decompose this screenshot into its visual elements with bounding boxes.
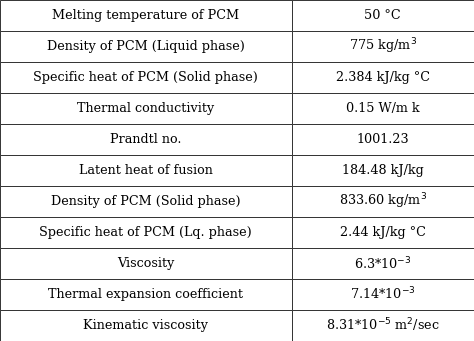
Text: Latent heat of fusion: Latent heat of fusion: [79, 164, 213, 177]
Bar: [0, 310, 292, 341]
Bar: [292, 248, 474, 279]
Text: 184.48 kJ/kg: 184.48 kJ/kg: [342, 164, 424, 177]
Bar: [0, 186, 292, 217]
Text: Specific heat of PCM (Solid phase): Specific heat of PCM (Solid phase): [33, 71, 258, 84]
Bar: [292, 186, 474, 217]
Bar: [0, 248, 292, 279]
Bar: [0, 93, 292, 124]
Text: Viscosity: Viscosity: [117, 257, 174, 270]
Text: 833.60 kg/m$^3$: 833.60 kg/m$^3$: [339, 192, 427, 211]
Bar: [0, 279, 292, 310]
Text: 2.44 kJ/kg °C: 2.44 kJ/kg °C: [340, 226, 426, 239]
Bar: [0, 124, 292, 155]
Text: 8.31*10$^{-5}$ m$^2$/sec: 8.31*10$^{-5}$ m$^2$/sec: [326, 317, 440, 334]
Bar: [292, 310, 474, 341]
Bar: [292, 279, 474, 310]
Bar: [0, 31, 292, 62]
Text: Specific heat of PCM (Lq. phase): Specific heat of PCM (Lq. phase): [39, 226, 252, 239]
Text: 775 kg/m$^3$: 775 kg/m$^3$: [349, 37, 417, 56]
Bar: [292, 217, 474, 248]
Bar: [292, 155, 474, 186]
Text: Density of PCM (Solid phase): Density of PCM (Solid phase): [51, 195, 241, 208]
Bar: [0, 155, 292, 186]
Text: Density of PCM (Liquid phase): Density of PCM (Liquid phase): [47, 40, 245, 53]
Bar: [292, 124, 474, 155]
Bar: [292, 93, 474, 124]
Bar: [292, 62, 474, 93]
Text: Prandtl no.: Prandtl no.: [110, 133, 182, 146]
Text: Kinematic viscosity: Kinematic viscosity: [83, 319, 208, 332]
Text: 1001.23: 1001.23: [356, 133, 409, 146]
Bar: [0, 217, 292, 248]
Bar: [292, 0, 474, 31]
Text: Thermal expansion coefficient: Thermal expansion coefficient: [48, 288, 243, 301]
Text: 2.384 kJ/kg °C: 2.384 kJ/kg °C: [336, 71, 430, 84]
Text: 50 °C: 50 °C: [365, 9, 401, 22]
Text: 6.3*10$^{-3}$: 6.3*10$^{-3}$: [354, 255, 411, 272]
Text: 0.15 W/m k: 0.15 W/m k: [346, 102, 419, 115]
Bar: [292, 31, 474, 62]
Text: Thermal conductivity: Thermal conductivity: [77, 102, 214, 115]
Bar: [0, 0, 292, 31]
Text: Melting temperature of PCM: Melting temperature of PCM: [52, 9, 239, 22]
Bar: [0, 62, 292, 93]
Text: 7.14*10$^{-3}$: 7.14*10$^{-3}$: [350, 286, 416, 303]
